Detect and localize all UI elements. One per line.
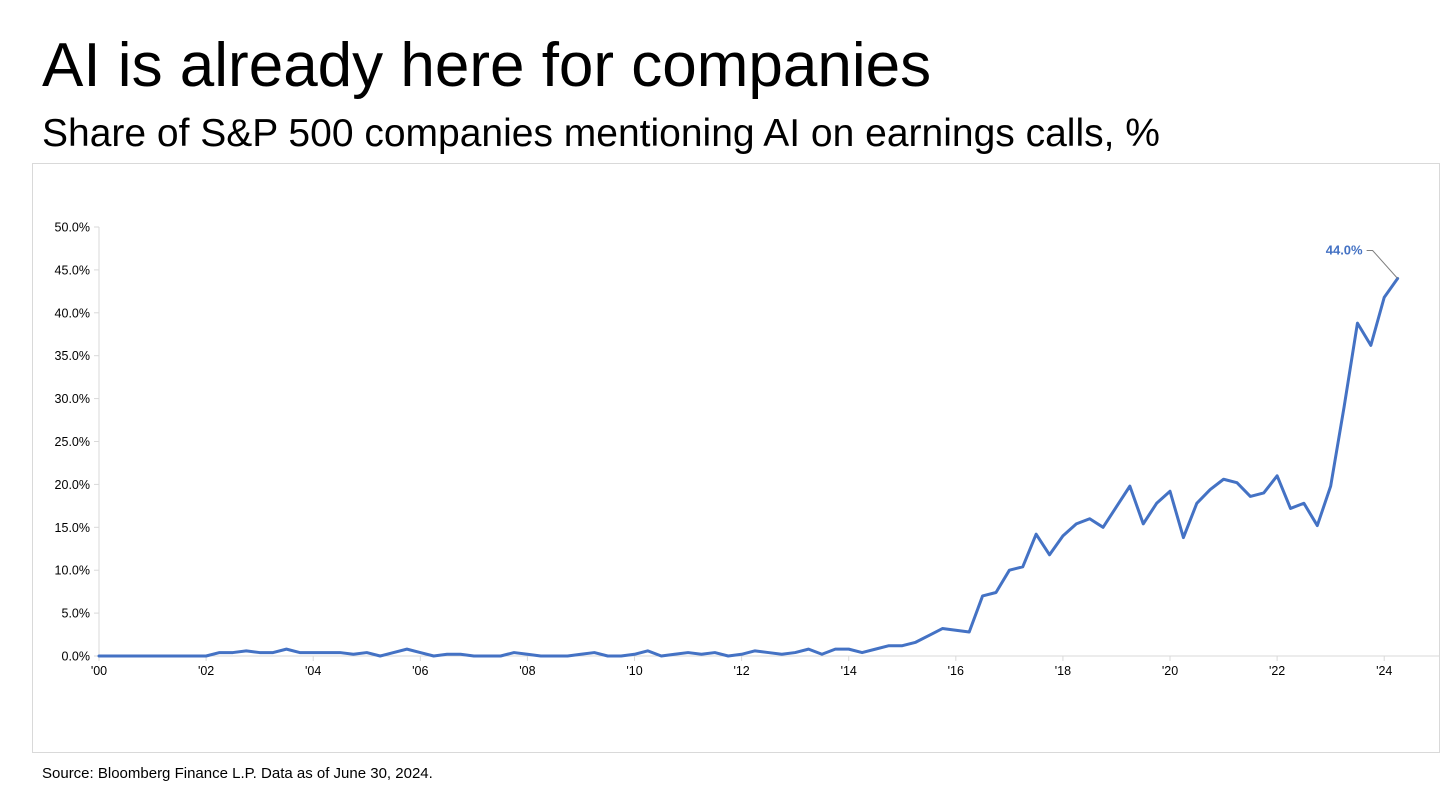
y-tick-label: 20.0% [55,478,90,492]
y-tick-label: 45.0% [55,263,90,277]
x-tick-label: '08 [519,664,535,678]
x-tick-label: '20 [1162,664,1178,678]
x-tick-label: '10 [626,664,642,678]
y-tick-label: 0.0% [62,650,91,664]
y-tick-label: 30.0% [55,392,90,406]
source-note: Source: Bloomberg Finance L.P. Data as o… [42,765,433,782]
x-tick-label: '02 [198,664,214,678]
data-label: 44.0% [1326,242,1363,257]
x-tick-label: '22 [1269,664,1285,678]
y-tick-label: 35.0% [55,349,90,363]
x-tick-label: '04 [305,664,321,678]
chart-title: AI is already here for companies [42,31,932,100]
x-tick-label: '06 [412,664,428,678]
x-tick-label: '18 [1055,664,1071,678]
line-chart: 0.0% 5.0% 10.0% 15.0% 20.0% 25.0% 30.0% 35.0% 40… [55,221,1440,678]
x-tick-label: '16 [948,664,964,678]
x-tick-label: '24 [1376,664,1392,678]
y-tick-label: 15.0% [55,521,90,535]
y-tick-label: 50.0% [55,221,90,235]
x-tick-label: '14 [841,664,857,678]
data-label-leader [1366,249,1398,279]
y-tick-label: 25.0% [55,435,90,449]
y-tick-label: 5.0% [62,607,91,621]
series-line [97,276,1400,658]
y-tick-label: 10.0% [55,564,90,578]
x-tick-label: '12 [733,664,749,678]
x-tick-label: '00 [91,664,107,678]
chart-frame: 0.0% 5.0% 10.0% 15.0% 20.0% 25.0% 30.0% 35.0% 40… [32,163,1440,753]
y-tick-label: 40.0% [55,306,90,320]
chart-subtitle: Share of S&P 500 companies mentioning AI… [42,112,1160,155]
